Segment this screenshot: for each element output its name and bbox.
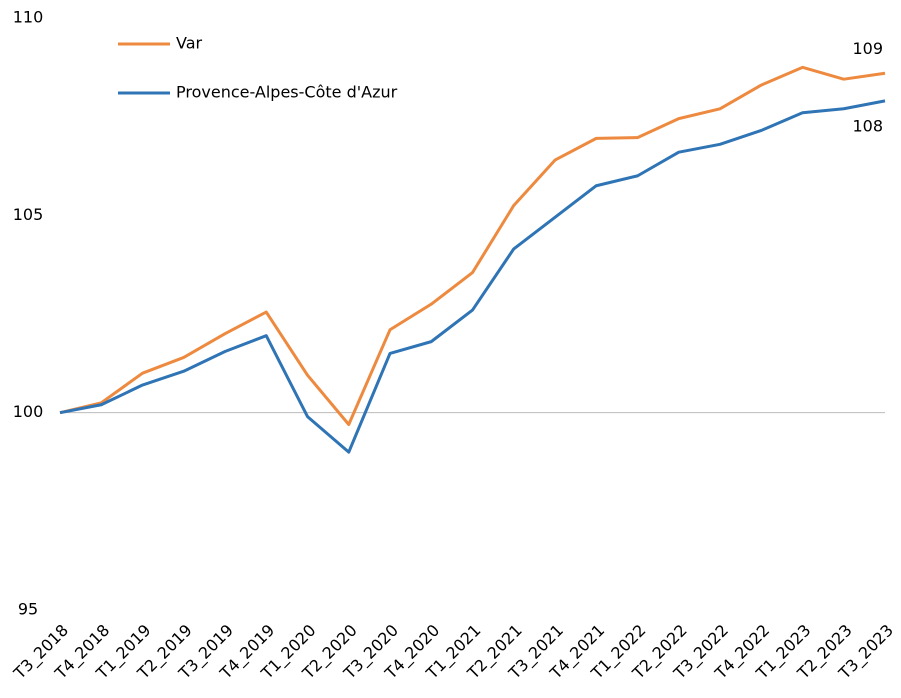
- y-tick-label: 95: [18, 600, 38, 619]
- y-tick-label: 100: [13, 402, 44, 421]
- data-label: 108: [852, 116, 883, 135]
- series-line: [59, 65, 886, 427]
- series-line: [59, 99, 886, 454]
- legend-label: Provence-Alpes-Côte d'Azur: [176, 83, 398, 102]
- legend-label: Var: [176, 34, 203, 53]
- y-tick-label: 105: [13, 205, 44, 224]
- y-tick-label: 110: [13, 8, 44, 27]
- data-label: 109: [852, 39, 883, 58]
